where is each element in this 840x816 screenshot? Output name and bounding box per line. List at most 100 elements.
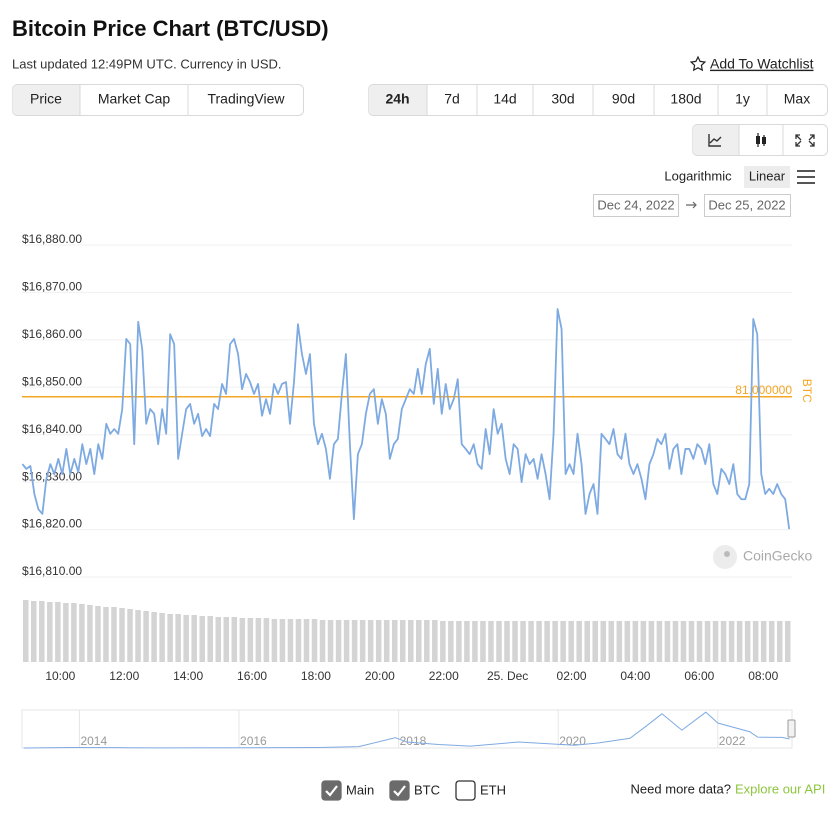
volume-bar: [111, 607, 117, 662]
scale-option[interactable]: Logarithmic: [664, 168, 732, 183]
volume-bar: [303, 619, 310, 662]
volume-bar: [512, 621, 518, 662]
volume-bar: [408, 620, 414, 662]
x-tick-label: 04:00: [620, 669, 650, 683]
api-link[interactable]: Explore our API: [735, 781, 825, 796]
y-tick-label: $16,860.00: [22, 327, 82, 341]
tab[interactable]: TradingView: [207, 91, 285, 107]
range-button[interactable]: 30d: [551, 91, 574, 107]
volume-bar: [71, 603, 77, 662]
date-box[interactable]: [704, 194, 791, 217]
navigator-tick-label: 2014: [80, 734, 107, 748]
volume-bar: [159, 613, 165, 662]
volume-bar: [600, 621, 607, 662]
subtitle: Last updated 12:49PM UTC. Currency in US…: [12, 56, 282, 71]
volume-bar: [520, 621, 526, 662]
tab[interactable]: Market Cap: [98, 91, 171, 107]
volume-bar: [656, 621, 663, 662]
navigator-tick-label: 2022: [719, 734, 746, 748]
y-tick-label: $16,870.00: [22, 280, 82, 294]
volume-bar: [327, 620, 334, 662]
volume-bar: [744, 621, 751, 662]
y2-axis-label: BTC: [800, 379, 814, 403]
line-icon[interactable]: [708, 134, 722, 147]
volume-bar: [199, 616, 205, 662]
volume-bar: [55, 602, 61, 662]
volume-bar: [456, 621, 462, 662]
range-frame: [368, 84, 828, 116]
volume-bar: [351, 620, 358, 662]
x-tick-label: 25. Dec: [487, 669, 528, 683]
volume-bar: [279, 619, 286, 662]
volume-bar: [119, 608, 125, 662]
scale-selected: [744, 166, 790, 188]
range-group: 24h 7d 14d 30d 90d 180d 1y Max: [368, 84, 828, 116]
volume-bar: [768, 621, 775, 662]
legend-label: ETH: [480, 782, 506, 797]
volume-bar: [311, 619, 318, 662]
volume-bar: [424, 620, 430, 662]
y-tick-label: $16,880.00: [22, 232, 82, 246]
volume-bar: [63, 603, 69, 662]
volume-bar: [696, 621, 703, 662]
volume-bar: [784, 621, 791, 662]
range-button[interactable]: 90d: [612, 91, 635, 107]
watermark-logo: [713, 545, 737, 569]
x-tick-label: 06:00: [684, 669, 714, 683]
range-button[interactable]: Max: [784, 91, 810, 107]
x-tick-label: 22:00: [429, 669, 459, 683]
volume-bar: [680, 621, 687, 662]
range-button[interactable]: 180d: [670, 91, 701, 107]
volume-bar: [688, 621, 695, 662]
volume-bar: [608, 621, 615, 662]
volume-bar: [247, 618, 254, 662]
volume-bar: [103, 607, 109, 662]
page-title: Bitcoin Price Chart (BTC/USD): [12, 16, 329, 41]
date-box[interactable]: [593, 194, 679, 217]
checkbox[interactable]: [389, 780, 410, 801]
x-tick-label: 08:00: [748, 669, 778, 683]
watchlist-link[interactable]: Add To Watchlist: [710, 56, 814, 72]
checkbox[interactable]: [455, 780, 476, 801]
range-button[interactable]: 1y: [735, 91, 750, 107]
star-icon[interactable]: [689, 55, 707, 72]
volume-bar: [568, 621, 574, 662]
volume-bar: [552, 621, 558, 662]
y-tick-label: $16,820.00: [22, 517, 82, 531]
volume-bar: [47, 602, 53, 662]
volume-bar: [399, 620, 406, 662]
range-button[interactable]: 7d: [444, 91, 460, 107]
scale-option[interactable]: Linear: [749, 168, 786, 183]
volume-bar: [504, 621, 510, 662]
navigator-handle[interactable]: [787, 719, 796, 738]
volume-bar: [375, 620, 382, 662]
volume-bar: [215, 617, 222, 662]
expand-icon[interactable]: [795, 134, 815, 147]
volume-bar: [704, 621, 711, 662]
volume-bar: [752, 621, 759, 662]
range-button[interactable]: 14d: [493, 91, 516, 107]
volume-bar: [391, 620, 398, 662]
volume-bar: [624, 621, 631, 662]
volume-bar: [640, 621, 647, 662]
menu-icon[interactable]: [797, 170, 815, 184]
range-button[interactable]: 24h: [385, 91, 409, 107]
volume-bar: [736, 621, 743, 662]
volume-bar: [592, 621, 598, 662]
volume-bar: [167, 614, 173, 662]
volume-bar: [223, 617, 230, 662]
x-tick-label: 10:00: [45, 669, 75, 683]
volume-bar: [584, 621, 590, 662]
volume-bar: [271, 619, 278, 662]
volume-bar: [343, 620, 350, 662]
checkbox[interactable]: [321, 780, 342, 801]
x-tick-label: 16:00: [237, 669, 267, 683]
navigator-tick-label: 2016: [240, 734, 267, 748]
tab[interactable]: Price: [30, 91, 62, 107]
watermark-logo-eye: [724, 551, 730, 557]
watermark: CoinGecko: [743, 548, 812, 564]
volume-bar: [255, 618, 262, 662]
volume-bar: [560, 621, 566, 662]
chart-type-group: [692, 124, 828, 156]
